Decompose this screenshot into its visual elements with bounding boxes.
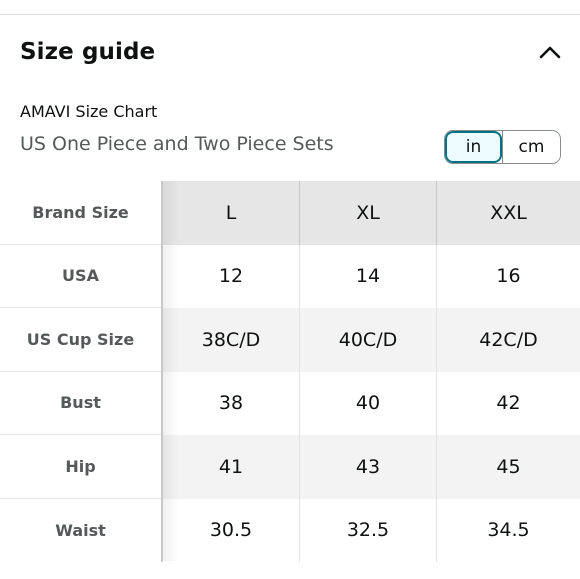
table-cell: 42C/D	[479, 328, 538, 351]
table-cell: 16	[496, 265, 521, 288]
table-cell: 30.5	[163, 498, 300, 562]
table-cell: 12	[163, 244, 300, 308]
table-row: USA 12 14 16	[0, 244, 580, 308]
table-cell: 43	[300, 435, 437, 499]
table-row: Bust 38 40 42	[0, 371, 580, 435]
size-table: Brand Size L XL XXL USA 12 14 16 US Cup …	[0, 181, 580, 562]
table-cell: 45	[496, 455, 521, 478]
table-cell: 34.5	[487, 519, 530, 542]
table-cell: 14	[300, 244, 437, 308]
size-header-l: L	[163, 181, 300, 245]
table-cell: 40C/D	[300, 308, 437, 372]
row-label-usa: USA	[0, 244, 161, 308]
unit-toggle[interactable]: in cm	[444, 130, 561, 164]
size-header-xl: XL	[300, 181, 437, 245]
chevron-up-icon[interactable]	[536, 38, 564, 66]
table-cell: 42	[496, 392, 521, 415]
top-divider	[0, 14, 580, 15]
table-row: US Cup Size 38C/D 40C/D 42C/D	[0, 308, 580, 372]
table-cell: 41	[163, 435, 300, 499]
row-label-us-cup-size: US Cup Size	[0, 308, 161, 372]
size-guide-header[interactable]: Size guide	[20, 36, 564, 68]
row-label-hip: Hip	[0, 435, 161, 499]
table-cell: 40	[300, 371, 437, 435]
row-label-bust: Bust	[0, 371, 161, 435]
table-row: Waist 30.5 32.5 34.5	[0, 498, 580, 562]
size-header-xxl: XXL	[490, 201, 527, 224]
table-row: Hip 41 43 45	[0, 435, 580, 499]
unit-cm-button[interactable]: cm	[502, 131, 560, 163]
set-name: US One Piece and Two Piece Sets	[20, 133, 334, 155]
table-cell: 38C/D	[163, 308, 300, 372]
brand-size-label: Brand Size	[0, 181, 161, 245]
table-cell: 32.5	[300, 498, 437, 562]
brand-chart-name: AMAVI Size Chart	[20, 102, 158, 121]
unit-in-button[interactable]: in	[445, 131, 502, 163]
row-label-waist: Waist	[0, 498, 161, 562]
table-header-row: Brand Size L XL XXL	[0, 181, 580, 245]
table-cell: 38	[163, 371, 300, 435]
size-guide-title: Size guide	[20, 39, 156, 65]
